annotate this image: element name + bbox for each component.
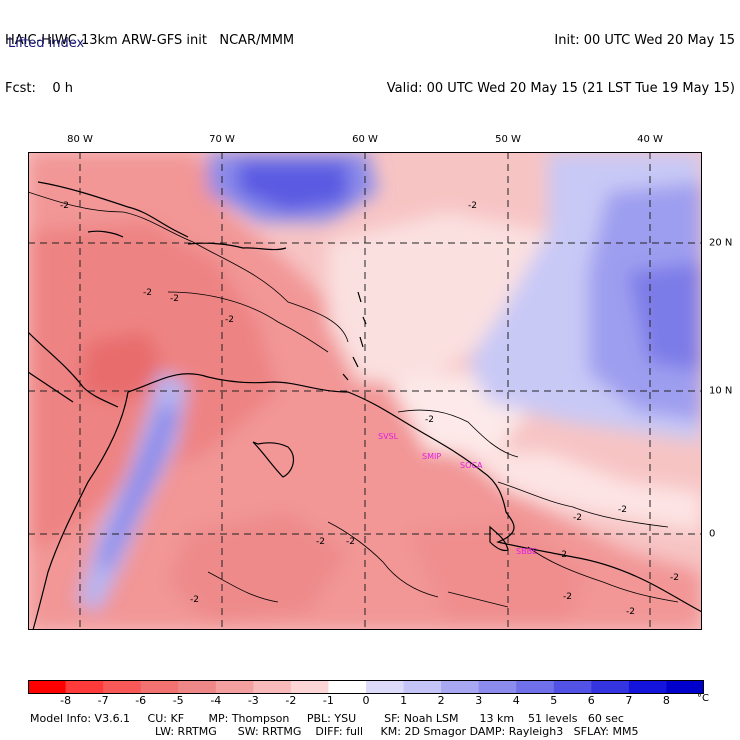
colorbar-tick-label: -8 [60, 694, 72, 707]
model-info-line-2: LW: RRTMG SW: RRTMG DIFF: full KM: 2D Sm… [155, 725, 639, 738]
colorbar-tick-label: -1 [322, 694, 334, 707]
contour-lines [28, 191, 679, 608]
contour-label: -2 [618, 505, 627, 515]
colorbar-cell [290, 680, 329, 694]
colorbar-cell [215, 680, 254, 694]
lat-label-10n: 10 N [709, 385, 733, 397]
colorbar-tick-label: -5 [172, 694, 184, 707]
colorbar-tick-label: -6 [135, 694, 147, 707]
colorbar-cell [441, 680, 480, 694]
station-label: SOCA [460, 461, 483, 470]
colorbar-tick-label: -2 [285, 694, 297, 707]
colorbar-tick-label: -4 [210, 694, 222, 707]
contour-label: -2 [190, 595, 199, 605]
colorbar-tick-label: 2 [437, 694, 445, 707]
valid-time: Valid: 00 UTC Wed 20 May 15 (21 LST Tue … [386, 81, 735, 96]
lon-label-50w: 50 W [495, 134, 521, 145]
contour-label-group: -2 -2 -2 -2 -2 -2 -2 -2 -2 -2 -2 -2 -2 -… [60, 201, 679, 617]
colorbar-unit: °C [697, 693, 709, 704]
coastlines [28, 181, 702, 630]
colorbar-tick-label: 3 [475, 694, 483, 707]
colorbar-cell [28, 680, 67, 694]
variable-name: Lifted index [8, 36, 85, 51]
map-frame [28, 152, 702, 630]
colorbar-tick-label: 4 [512, 694, 520, 707]
colorbar-tick-label: 8 [662, 694, 670, 707]
contour-label: -2 [573, 513, 582, 523]
contour-label: -2 [346, 537, 355, 547]
header-right: Init: 00 UTC Wed 20 May 15 Valid: 00 UTC… [387, 1, 735, 113]
colorbar-tick-label: -7 [97, 694, 109, 707]
header-left: HAIC-HIWC 13km ARW-GFS init NCAR/MMM Fcs… [5, 1, 294, 113]
colorbar-cell [65, 680, 104, 694]
contour-label: -2 [558, 550, 567, 560]
station-label: SVSL [378, 432, 399, 441]
lifted-index-field [28, 152, 702, 630]
colorbar-tick-label: 1 [400, 694, 408, 707]
colorbar-cell [591, 680, 630, 694]
contour-label: -2 [316, 537, 325, 547]
contour-label: -2 [143, 288, 152, 298]
forecast-hour: Fcst: 0 h [5, 81, 74, 96]
colorbar-tick-label: -3 [247, 694, 259, 707]
lat-lon-grid [28, 152, 702, 630]
lon-label-80w: 80 W [67, 134, 93, 145]
init-time: Init: 00 UTC Wed 20 May 15 [554, 33, 735, 48]
colorbar-cell [403, 680, 442, 694]
contour-label: -2 [60, 201, 69, 211]
contour-label: -2 [626, 607, 635, 617]
contour-label: -2 [563, 592, 572, 602]
station-group: SVSL SMIP SOCA SBBE [378, 432, 537, 556]
colorbar-cell [553, 680, 592, 694]
colorbar-cell [516, 680, 555, 694]
colorbar-cell [253, 680, 292, 694]
contour-label: -2 [225, 315, 234, 325]
contour-label: -2 [425, 415, 434, 425]
colorbar [28, 680, 704, 694]
colorbar-cell [666, 680, 704, 694]
lat-label-20n: 20 N [709, 237, 733, 249]
colorbar-tick-label: 5 [550, 694, 558, 707]
colorbar-cell [478, 680, 517, 694]
contour-label: -2 [468, 201, 477, 211]
model-title: HAIC-HIWC 13km ARW-GFS init NCAR/MMM [5, 33, 295, 48]
lon-label-70w: 70 W [209, 134, 235, 145]
contour-label: -2 [670, 573, 679, 583]
colorbar-cell [628, 680, 667, 694]
colorbar-frame [28, 680, 704, 694]
colorbar-tick-label: 7 [625, 694, 633, 707]
station-label: SBBE [516, 547, 537, 556]
station-label: SMIP [422, 452, 441, 461]
colorbar-tick-label: 6 [587, 694, 595, 707]
lon-label-40w: 40 W [637, 134, 663, 145]
lon-label-60w: 60 W [352, 134, 378, 145]
colorbar-cell [366, 680, 405, 694]
colorbar-tick-label: 0 [362, 694, 370, 707]
colorbar-cell [328, 680, 367, 694]
colorbar-cell [178, 680, 217, 694]
contour-label: -2 [170, 294, 179, 304]
model-info-line-1: Model Info: V3.6.1 CU: KF MP: Thompson P… [30, 712, 624, 725]
colorbar-cell [140, 680, 179, 694]
colorbar-cell [103, 680, 142, 694]
lat-label-0: 0 [709, 528, 716, 540]
map-plot: -2 -2 -2 -2 -2 -2 -2 -2 -2 -2 -2 -2 -2 -… [28, 152, 702, 630]
